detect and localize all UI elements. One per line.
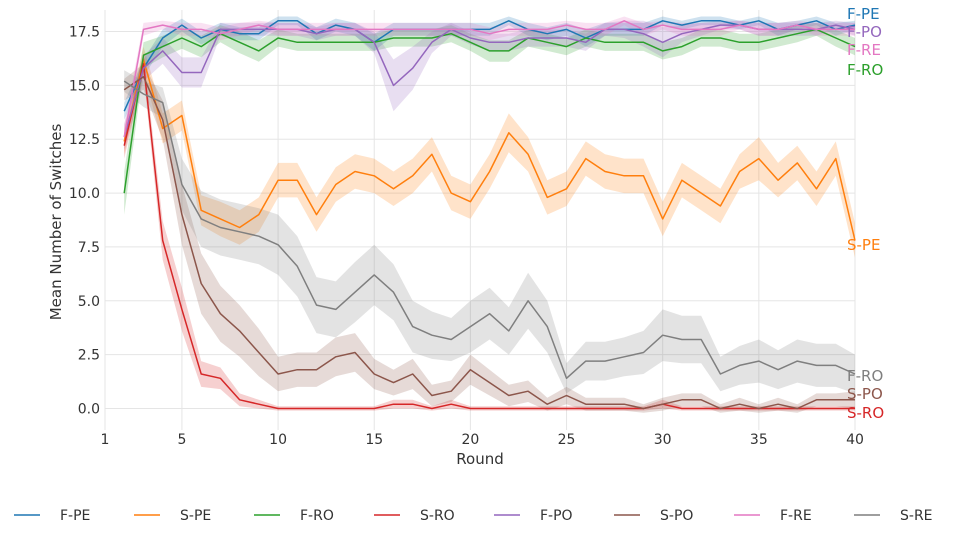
legend-label-f-re: F-RE — [780, 508, 812, 524]
x-tick-label: 10 — [269, 432, 287, 448]
x-axis-label: Round — [456, 450, 503, 468]
x-tick-label: 30 — [654, 432, 672, 448]
x-tick-label: 15 — [365, 432, 383, 448]
line-f-pe — [123, 20, 856, 112]
x-tick-label: 1 — [101, 432, 110, 448]
line-f-re — [123, 20, 855, 138]
end-label-f-re: F-RE — [847, 41, 881, 59]
y-tick-label: 10.0 — [69, 186, 100, 202]
line-f-po — [123, 24, 856, 138]
line-s-pe — [123, 58, 856, 241]
end-label-s-pe: S-PE — [847, 236, 880, 254]
end-label-f-po: F-PO — [847, 23, 882, 41]
y-axis-label: Mean Number of Switches — [47, 124, 65, 321]
x-tick-label: 35 — [750, 432, 768, 448]
band-f-po — [124, 20, 855, 150]
y-tick-label: 2.5 — [78, 348, 100, 364]
y-tick-label: 0.0 — [78, 401, 100, 417]
line-f-ro — [123, 28, 856, 194]
y-tick-label: 7.5 — [78, 240, 100, 256]
band-f-ro — [124, 22, 855, 215]
y-tick-label: 15.0 — [69, 78, 100, 94]
legend-label-f-po: F-PO — [540, 508, 573, 524]
band-s-re — [124, 70, 855, 394]
end-label-s-po: S-PO — [847, 385, 883, 403]
end-label-f-pe: F-PE — [847, 5, 880, 23]
line-s-ro — [123, 63, 855, 410]
series-end-labels: F-PEF-POF-REF-ROS-PEF-ROS-POS-RO — [847, 5, 884, 422]
band-f-pe — [124, 16, 855, 120]
band-s-ro — [124, 53, 855, 411]
legend-label-s-pe: S-PE — [180, 508, 211, 524]
x-tick-label: 20 — [461, 432, 479, 448]
end-label-s-re: F-RO — [847, 367, 883, 385]
y-axis-ticks: 0.0 2.5 5.0 7.5 10.0 12.5 15.0 17.5 — [69, 25, 100, 418]
legend-label-s-po: S-PO — [660, 508, 693, 524]
y-tick-label: 17.5 — [69, 25, 100, 41]
band-s-pe — [124, 46, 855, 258]
x-axis-ticks: 1 5 10 15 20 25 30 35 40 — [101, 432, 864, 448]
legend: F-PE S-PE F-RO S-RO F-PO S-PO F-RE S-RE — [14, 508, 933, 524]
line-s-po — [123, 76, 855, 410]
legend-label-f-pe: F-PE — [60, 508, 90, 524]
end-label-f-ro: F-RO — [847, 61, 883, 79]
legend-label-s-re: S-RE — [900, 508, 933, 524]
series-lines — [123, 20, 856, 410]
series-bands — [124, 16, 855, 413]
legend-label-s-ro: S-RO — [420, 508, 455, 524]
x-tick-label: 40 — [846, 432, 864, 448]
x-tick-label: 25 — [558, 432, 576, 448]
x-tick-label: 5 — [177, 432, 186, 448]
legend-label-f-ro: F-RO — [300, 508, 334, 524]
end-label-s-ro: S-RO — [847, 404, 884, 422]
y-tick-label: 12.5 — [69, 132, 100, 148]
line-s-re — [123, 80, 856, 380]
y-tick-label: 5.0 — [78, 294, 100, 310]
